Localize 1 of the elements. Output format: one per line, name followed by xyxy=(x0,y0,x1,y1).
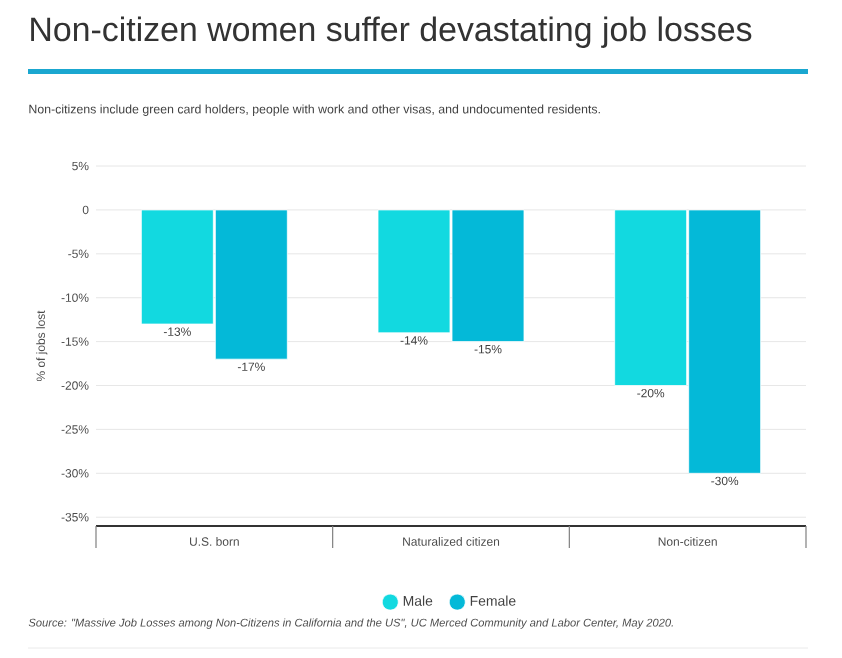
chart-title: Non-citizen women suffer devastating job losses xyxy=(31,16,752,48)
